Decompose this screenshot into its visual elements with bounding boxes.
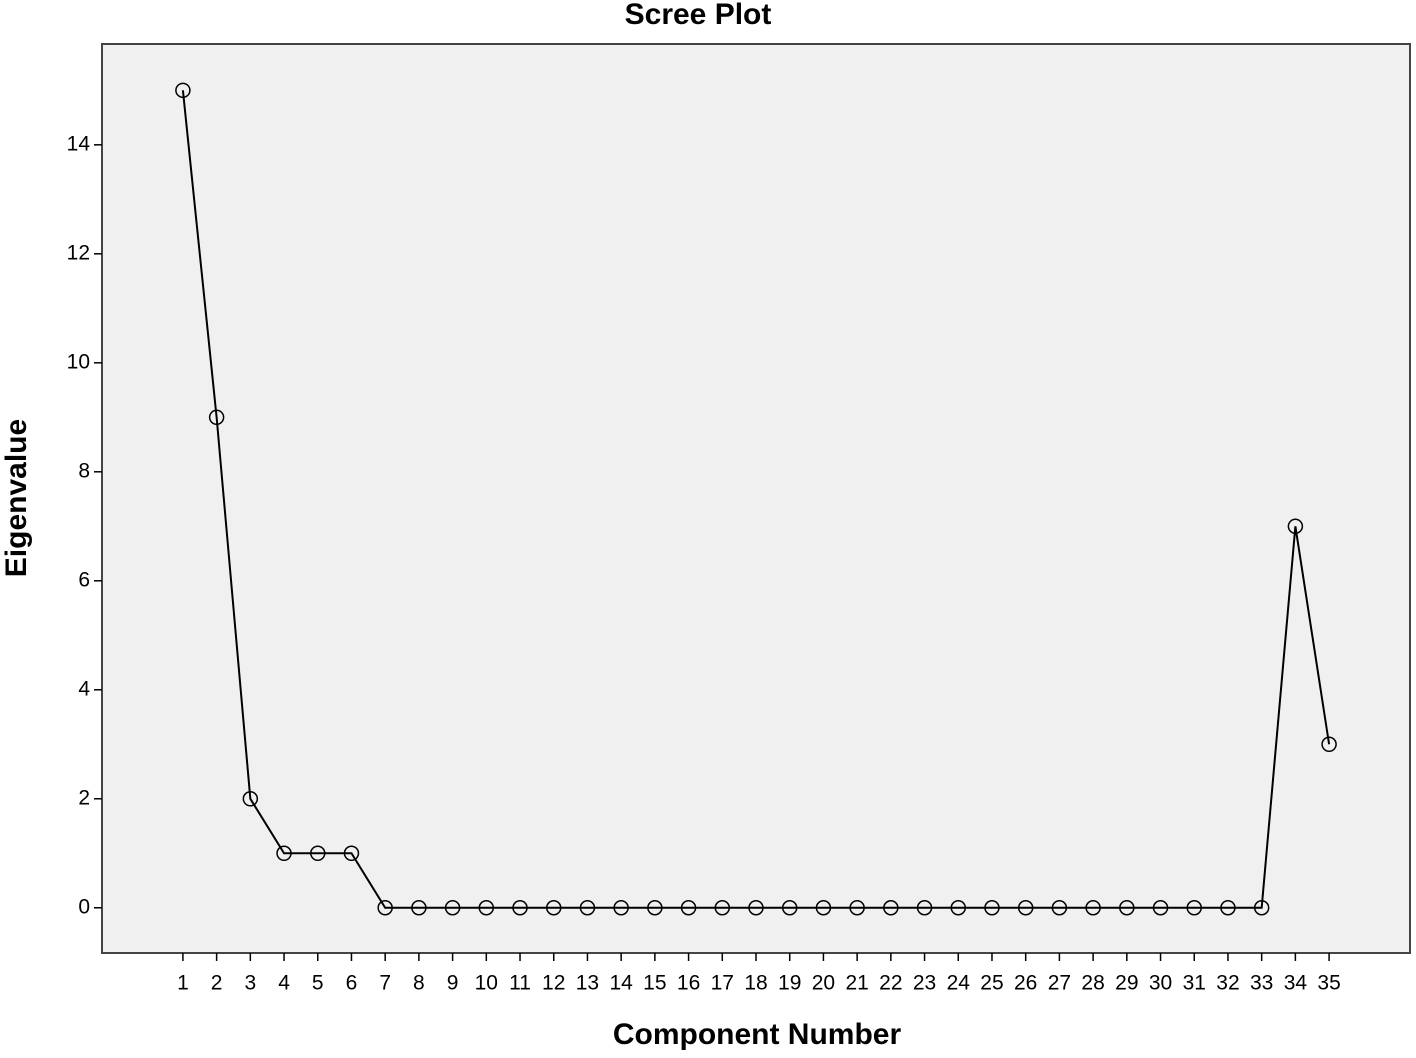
point [613,900,629,916]
point [1220,900,1236,916]
point [647,900,663,916]
point [950,900,967,916]
x-tick-label: 23 [913,972,936,995]
x-tick-label: 3 [244,972,256,995]
x-tick-label: 35 [1317,972,1340,995]
point [1051,900,1068,916]
x-tick-label: 7 [379,972,391,995]
x-tick-label: 12 [542,972,565,995]
point [1253,900,1270,916]
x-tick-label: 19 [778,972,801,995]
x-tick-label: 10 [475,972,498,995]
point [714,900,731,916]
x-tick-label: 24 [947,972,971,995]
point [343,845,360,862]
x-tick-label: 29 [1115,972,1138,995]
x-tick-label: 1 [177,972,189,995]
point [1186,900,1202,916]
y-axis-title: Eigenvalue [0,419,33,577]
x-tick-label: 31 [1183,972,1206,995]
x-tick-label: 6 [346,972,358,995]
x-tick-label: 30 [1149,972,1172,995]
x-tick-label: 20 [812,972,835,995]
point [1152,900,1169,916]
point [276,845,292,862]
point [478,900,495,916]
point [1085,900,1101,916]
x-tick-label: 34 [1284,972,1308,995]
x-tick-label: 16 [677,972,700,995]
point [545,900,562,916]
point [1119,900,1135,916]
x-tick-label: 5 [312,972,324,995]
y-tick-label: 10 [67,350,90,373]
point [310,845,326,862]
point [175,82,191,99]
x-tick-label: 2 [211,972,223,995]
y-tick-label: 8 [78,459,90,482]
point [1321,736,1337,753]
point [579,900,596,916]
x-tick-label: 25 [980,972,1003,995]
point [849,900,865,916]
point [512,900,528,916]
y-tick-label: 14 [67,132,91,155]
y-tick-label: 4 [78,677,90,700]
x-tick-label: 4 [278,972,290,995]
point [377,900,393,916]
x-tick-label: 17 [711,972,734,995]
y-tick-label: 12 [67,241,90,264]
x-axis-title: Component Number [613,1018,902,1051]
x-tick-label: 9 [447,972,459,995]
point [411,900,427,916]
x-tick-label: 26 [1014,972,1037,995]
x-tick-label: 11 [509,972,531,995]
x-tick-label: 22 [879,972,902,995]
x-tick-label: 27 [1048,972,1071,995]
y-tick-label: 6 [78,568,90,591]
x-tick-label: 21 [845,972,868,995]
point [916,900,933,916]
point [680,900,697,916]
x-tick-label: 15 [643,972,666,995]
point [444,900,461,916]
plot-area [101,43,1411,954]
x-tick-label: 28 [1081,972,1104,995]
point [1287,518,1304,535]
line [181,90,1331,909]
x-tick-label: 14 [609,972,633,995]
point [242,791,259,807]
point [984,900,1000,916]
x-tick-label: 33 [1250,972,1273,995]
y-tick-label: 0 [78,895,90,918]
y-tick-label: 2 [78,786,90,809]
x-tick-label: 32 [1216,972,1239,995]
point [883,900,899,916]
chart-title: Scree Plot [625,0,772,31]
point [1017,900,1034,916]
point [815,900,832,916]
point [781,900,798,916]
point [208,409,225,426]
x-tick-label: 8 [413,972,425,995]
x-tick-label: 13 [576,972,599,995]
point [748,900,764,916]
x-tick-label: 18 [744,972,767,995]
